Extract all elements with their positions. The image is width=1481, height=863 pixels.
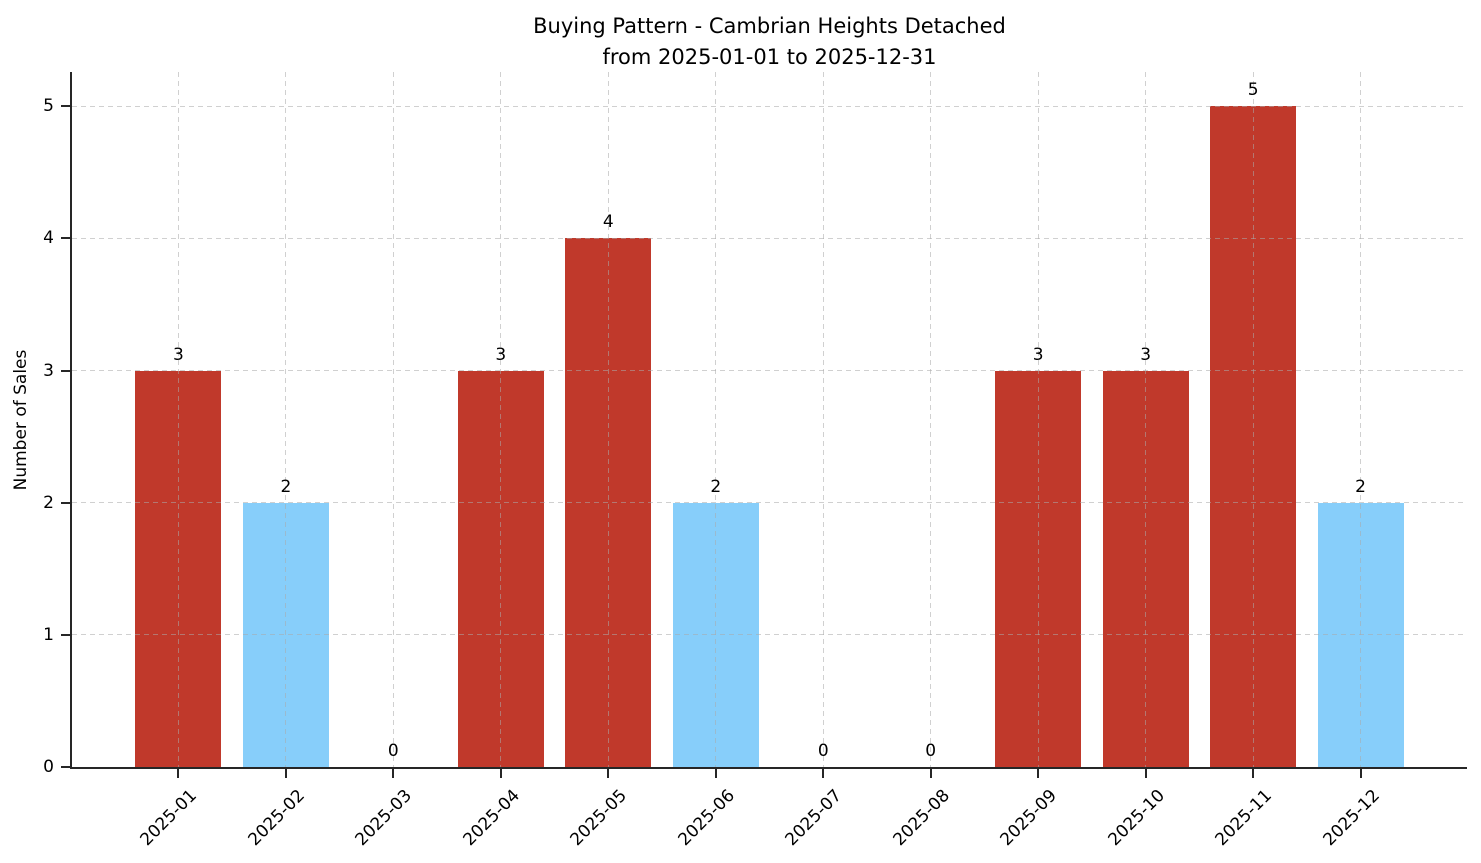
y-tick-label-1: 1 xyxy=(43,624,54,645)
vertical-gridline xyxy=(930,72,932,767)
y-tick-label-2: 2 xyxy=(43,492,54,513)
chart-title-line-1: Buying Pattern - Cambrian Heights Detach… xyxy=(533,14,1006,38)
x-tick-mark xyxy=(499,769,502,778)
bar-value-label-2025-03: 0 xyxy=(387,741,399,761)
horizontal-gridline xyxy=(72,502,1467,504)
y-tick-mark xyxy=(61,501,70,504)
x-tick-label-2025-11: 2025-11 xyxy=(1211,785,1276,851)
y-tick-label-3: 3 xyxy=(43,360,54,381)
vertical-gridline xyxy=(1360,72,1362,767)
bar-value-label-2025-08: 0 xyxy=(925,741,937,761)
x-tick-mark xyxy=(607,769,610,778)
bar-value-label-2025-06: 2 xyxy=(710,476,722,497)
vertical-gridline xyxy=(1037,72,1039,767)
bar-value-label-2025-04: 3 xyxy=(495,344,507,365)
x-tick-label-2025-10: 2025-10 xyxy=(1104,785,1169,851)
vertical-gridline xyxy=(1252,72,1254,767)
x-tick-label-2025-02: 2025-02 xyxy=(244,785,309,851)
bar-value-label-2025-07: 0 xyxy=(817,741,829,761)
x-tick-label-2025-09: 2025-09 xyxy=(996,785,1062,851)
x-tick-mark xyxy=(392,769,395,778)
horizontal-gridline xyxy=(72,634,1467,636)
y-axis-spine xyxy=(70,72,72,769)
bar-value-label-2025-12: 2 xyxy=(1355,476,1366,497)
y-tick-label-0: 0 xyxy=(43,757,54,777)
vertical-gridline xyxy=(500,72,502,767)
x-tick-mark xyxy=(177,769,180,778)
x-tick-label-2025-06: 2025-06 xyxy=(674,785,739,851)
x-tick-label-2025-12: 2025-12 xyxy=(1319,785,1384,851)
bar-value-label-2025-09: 3 xyxy=(1032,344,1044,365)
vertical-gridline xyxy=(177,72,179,767)
vertical-gridline xyxy=(607,72,609,767)
y-tick-label-4: 4 xyxy=(43,228,54,249)
horizontal-gridline xyxy=(72,237,1467,239)
x-tick-mark xyxy=(1252,769,1255,778)
y-tick-mark xyxy=(61,633,70,636)
y-tick-mark xyxy=(61,105,70,108)
x-tick-mark xyxy=(1359,769,1362,778)
vertical-gridline xyxy=(392,72,394,767)
vertical-gridline xyxy=(1145,72,1147,767)
x-tick-label-2025-03: 2025-03 xyxy=(351,785,417,851)
x-tick-mark xyxy=(929,769,932,778)
x-tick-label-2025-05: 2025-05 xyxy=(566,785,632,851)
y-tick-mark xyxy=(61,237,70,240)
y-tick-label-5: 5 xyxy=(43,96,54,117)
bar-value-label-2025-10: 3 xyxy=(1140,344,1152,365)
chart-title: Buying Pattern - Cambrian Heights Detach… xyxy=(72,11,1467,73)
x-tick-label-2025-08: 2025-08 xyxy=(889,785,954,851)
x-tick-label-2025-01: 2025-01 xyxy=(136,785,202,851)
x-tick-mark xyxy=(822,769,825,778)
bar-value-label-2025-01: 3 xyxy=(172,344,184,365)
x-tick-mark xyxy=(1037,769,1040,778)
x-tick-label-2025-07: 2025-07 xyxy=(781,785,847,851)
x-axis-spine xyxy=(70,767,1467,769)
x-tick-label-2025-04: 2025-04 xyxy=(459,785,524,851)
vertical-gridline xyxy=(822,72,824,767)
y-tick-mark xyxy=(61,766,70,768)
x-tick-mark xyxy=(714,769,717,778)
vertical-gridline xyxy=(285,72,287,767)
x-tick-mark xyxy=(284,769,287,778)
horizontal-gridline xyxy=(72,370,1467,372)
vertical-gridline xyxy=(715,72,717,767)
bar-value-label-2025-05: 4 xyxy=(602,212,614,233)
horizontal-gridline xyxy=(72,105,1467,107)
x-tick-mark xyxy=(1144,769,1147,778)
bar-value-label-2025-02: 2 xyxy=(280,476,292,497)
bar-value-label-2025-11: 5 xyxy=(1247,80,1259,101)
chart-title-line-2: from 2025-01-01 to 2025-12-31 xyxy=(602,45,937,69)
y-tick-mark xyxy=(61,369,70,372)
